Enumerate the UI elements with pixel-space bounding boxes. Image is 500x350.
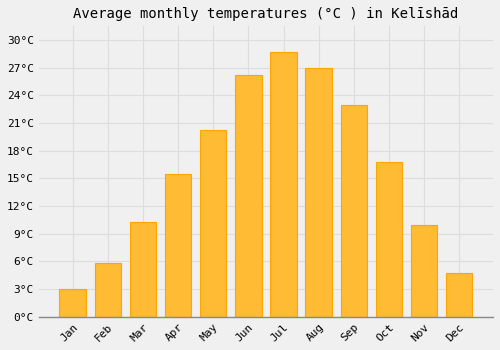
Bar — [446, 273, 472, 317]
Bar — [130, 222, 156, 317]
Bar — [270, 52, 296, 317]
Bar — [165, 174, 191, 317]
Bar — [411, 225, 438, 317]
Bar — [340, 105, 367, 317]
Bar — [94, 263, 121, 317]
Bar — [376, 162, 402, 317]
Title: Average monthly temperatures (°C ) in Kelīshād: Average monthly temperatures (°C ) in Ke… — [74, 7, 458, 21]
Bar — [200, 130, 226, 317]
Bar — [60, 289, 86, 317]
Bar — [306, 68, 332, 317]
Bar — [235, 75, 262, 317]
